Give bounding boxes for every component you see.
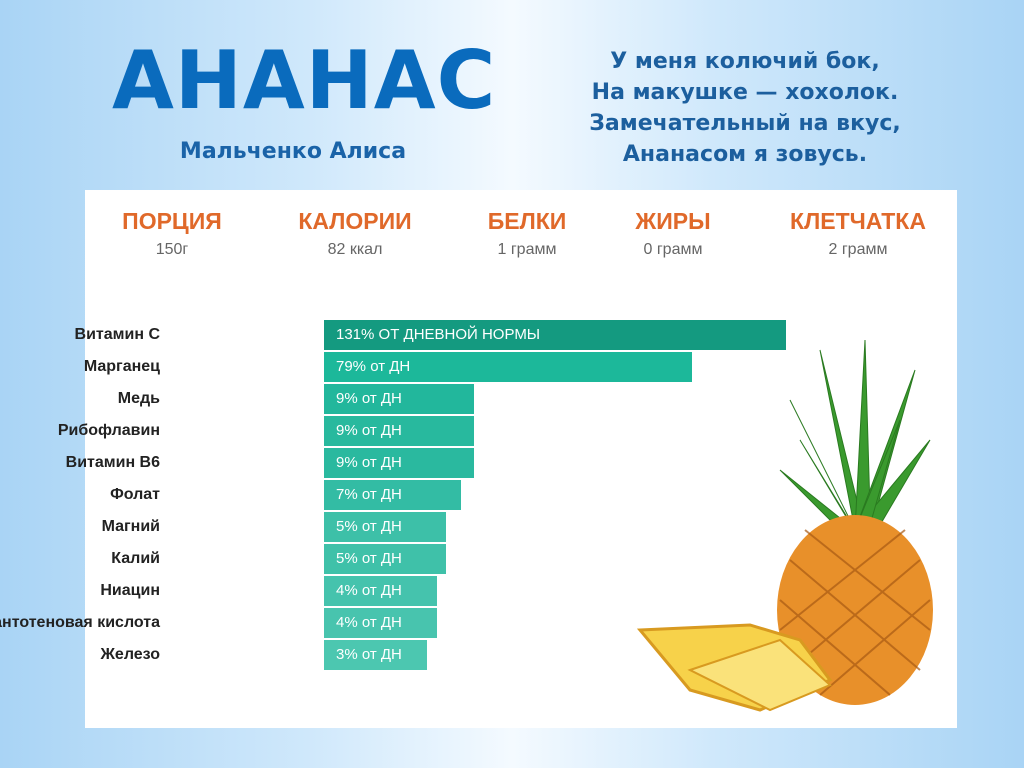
bar: 79% от ДН <box>324 352 692 382</box>
stat-label: ЖИРЫ <box>635 208 711 234</box>
author-name: Мальченко Алиса <box>179 139 407 164</box>
pineapple-image <box>636 340 933 712</box>
category-label: Марганец <box>83 358 160 375</box>
poem-line: Замечательный на вкус, <box>589 111 901 136</box>
data-label: 9% от ДН <box>336 454 402 471</box>
category-label: Медь <box>117 390 160 407</box>
bar: 7% от ДН <box>324 480 461 510</box>
bar: 9% от ДН <box>324 416 474 446</box>
category-label: Рибофлавин <box>57 422 160 439</box>
bar: 131% ОТ ДНЕВНОЙ НОРМЫ <box>324 320 787 350</box>
bar-row: Ниацин 4% от ДН <box>85 576 805 606</box>
poem-line: У меня колючий бок, <box>610 49 880 74</box>
stat-label: КЛЕТЧАТКА <box>790 208 926 234</box>
bar-row: Рибофлавин 9% от ДН <box>58 416 805 446</box>
bar: 5% от ДН <box>324 512 446 542</box>
bar-row: Витамин B6 9% от ДН <box>66 448 805 478</box>
stat-label: БЕЛКИ <box>487 208 567 234</box>
stat-label: ПОРЦИЯ <box>122 208 222 234</box>
category-label: Фолат <box>110 486 160 503</box>
data-label: 9% от ДН <box>336 390 402 407</box>
poem: У меня колючий бок, На макушке — хохолок… <box>540 46 950 170</box>
data-label: 4% от ДН <box>336 614 402 631</box>
bar: 4% от ДН <box>324 608 437 638</box>
bar: 4% от ДН <box>324 576 437 606</box>
bar-row: Марганец 79% от ДН <box>83 352 805 382</box>
bar-row: Медь 9% от ДН <box>85 384 805 414</box>
bar: 3% от ДН <box>324 640 428 670</box>
category-label: Магний <box>101 518 160 535</box>
category-label: Витамин С <box>74 326 160 343</box>
bar-row: Пантотеновая кислота 4% от ДН <box>0 608 805 638</box>
data-label: 9% от ДН <box>336 422 402 439</box>
stat-calories: КАЛОРИИ 82 ккал <box>265 208 445 259</box>
category-label: Калий <box>111 550 160 567</box>
slide-title: АНАНАС <box>112 34 497 127</box>
bar: 5% от ДН <box>324 544 446 574</box>
stat-value: 0 грамм <box>643 241 703 258</box>
bar-row: Фолат 7% от ДН <box>85 480 805 510</box>
category-label: Ниацин <box>100 582 160 599</box>
poem-line: Ананасом я зовусь. <box>622 142 868 167</box>
stat-value: 2 грамм <box>828 241 888 258</box>
category-label: Пантотеновая кислота <box>0 614 160 631</box>
poem-line: На макушке — хохолок. <box>591 80 899 105</box>
data-label: 131% ОТ ДНЕВНОЙ НОРМЫ <box>336 326 541 343</box>
stat-fiber: КЛЕТЧАТКА 2 грамм <box>768 208 948 259</box>
stat-value: 82 ккал <box>327 241 383 258</box>
bar-row: Витамин С 131% ОТ ДНЕВНОЙ НОРМЫ <box>75 320 805 350</box>
bar-row: Железо 3% от ДН <box>85 640 805 670</box>
bar: 9% от ДН <box>324 384 474 414</box>
bar-row: Магний 5% от ДН <box>85 512 805 542</box>
stat-portion: ПОРЦИЯ 150г <box>82 208 262 259</box>
data-label: 7% от ДН <box>336 486 402 503</box>
data-label: 79% от ДН <box>336 358 411 375</box>
stat-value: 150г <box>155 241 189 258</box>
data-label: 5% от ДН <box>336 550 402 567</box>
bar: 9% от ДН <box>324 448 474 478</box>
bar-row: Калий 5% от ДН <box>85 544 805 574</box>
data-label: 3% от ДН <box>336 646 402 663</box>
stat-fat: ЖИРЫ 0 грамм <box>583 208 763 259</box>
category-label: Витамин B6 <box>65 454 160 471</box>
category-label: Железо <box>100 646 160 663</box>
data-label: 4% от ДН <box>336 582 402 599</box>
stat-value: 1 грамм <box>497 241 557 258</box>
stat-label: КАЛОРИИ <box>298 208 412 234</box>
data-label: 5% от ДН <box>336 518 402 535</box>
stat-protein: БЕЛКИ 1 грамм <box>437 208 617 259</box>
